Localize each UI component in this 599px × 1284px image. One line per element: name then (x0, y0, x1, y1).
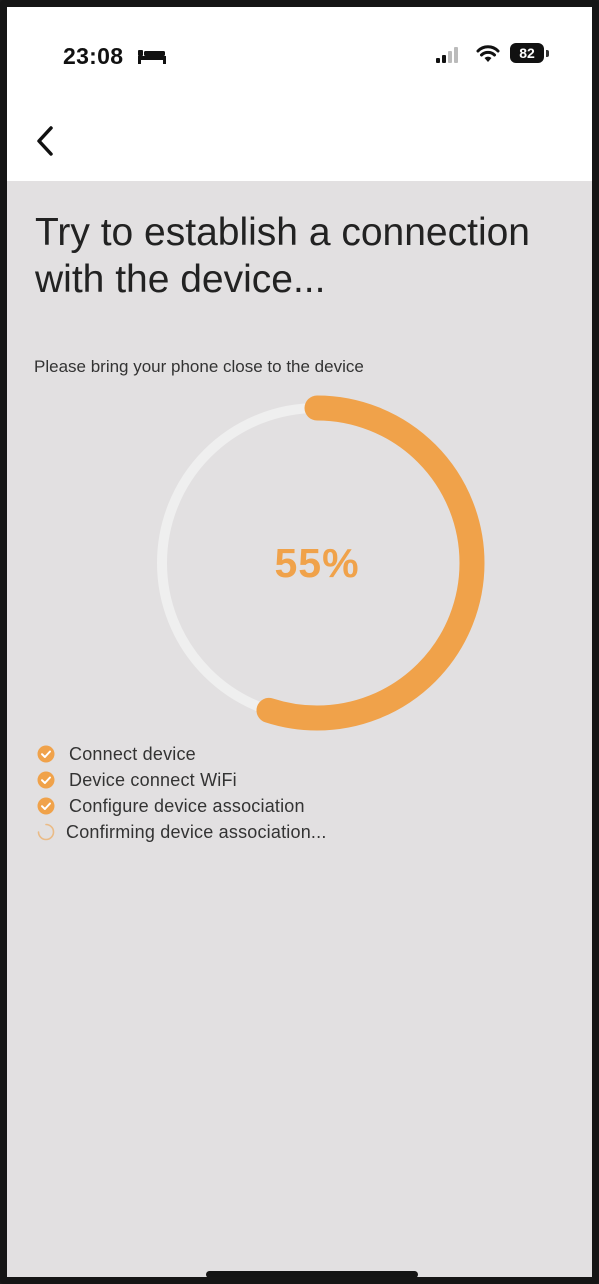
step-label: Device connect WiFi (69, 769, 237, 790)
page-subtitle: Please bring your phone close to the dev… (34, 357, 364, 376)
bed-icon (138, 50, 166, 64)
status-time: 23:08 (63, 43, 124, 69)
home-indicator (206, 1271, 418, 1277)
progress-arc (149, 395, 485, 731)
check-icon (37, 771, 55, 789)
check-icon (37, 745, 55, 763)
loading-spinner-icon (37, 823, 55, 841)
step-item: Device connect WiFi (37, 767, 327, 793)
step-label: Confirming device association... (66, 821, 327, 842)
step-label: Configure device association (69, 795, 305, 816)
page-title: Try to establish a connection with the d… (35, 211, 530, 301)
battery-cap (546, 50, 549, 57)
wifi-icon (476, 45, 500, 62)
progress-ring (149, 395, 485, 731)
chevron-left-icon (37, 126, 53, 156)
step-item: Connect device (37, 741, 327, 767)
back-button[interactable] (27, 119, 67, 163)
step-label: Connect device (69, 743, 196, 764)
check-icon (37, 797, 55, 815)
progress-percent: 55% (274, 539, 360, 586)
signal-icon (436, 47, 458, 63)
step-item: Confirming device association... (37, 819, 327, 845)
top-bar: 23:08 82 (7, 7, 592, 181)
step-list: Connect device Device connect WiFi Confi… (37, 741, 327, 845)
step-item: Configure device association (37, 793, 327, 819)
battery-icon: 82 (510, 43, 544, 63)
